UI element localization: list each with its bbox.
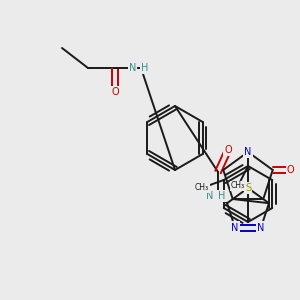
Text: N: N: [244, 147, 252, 157]
Text: CH₃: CH₃: [195, 184, 209, 193]
Text: N: N: [231, 223, 239, 233]
Text: H: H: [141, 63, 148, 73]
Text: O: O: [111, 87, 119, 97]
Text: O: O: [287, 165, 295, 175]
Text: N: N: [129, 63, 136, 73]
Text: N: N: [257, 223, 265, 233]
Text: N: N: [206, 191, 213, 201]
Text: CH₃: CH₃: [231, 182, 245, 190]
Text: O: O: [224, 145, 232, 155]
Text: S: S: [245, 183, 251, 193]
Text: H: H: [218, 191, 225, 201]
